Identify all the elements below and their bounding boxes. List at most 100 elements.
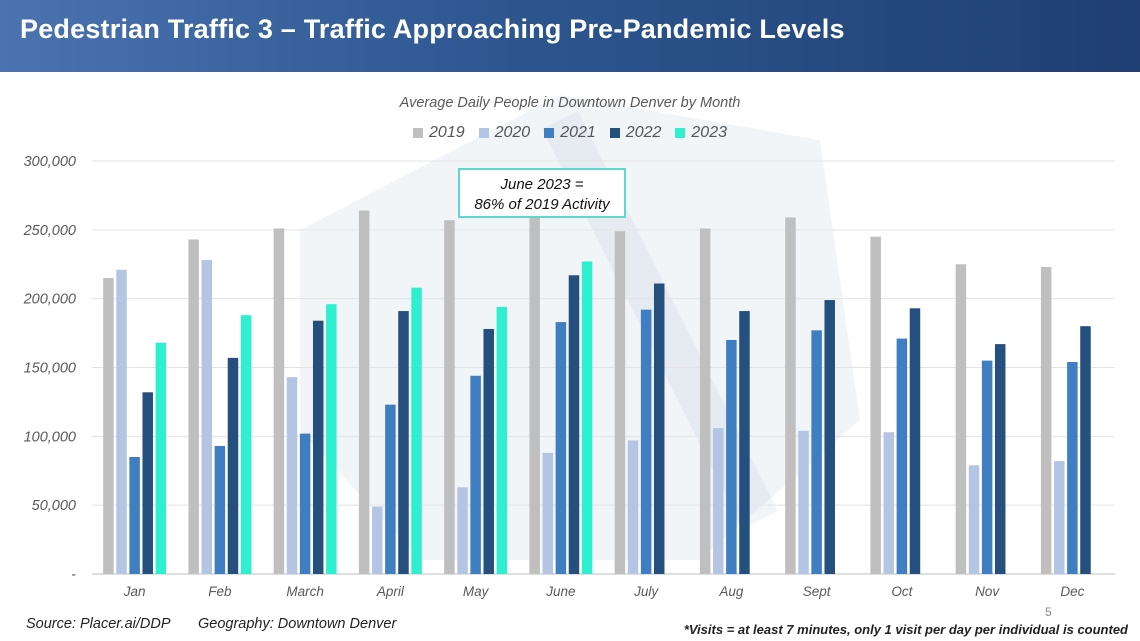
legend-swatch [478, 128, 489, 138]
legend-item-2022: 2022 [609, 124, 662, 142]
legend-label: 2022 [625, 124, 662, 141]
page-number: 5 [1045, 605, 1052, 619]
bar-2019-Nov [955, 264, 967, 574]
bar-2021-Sept [811, 330, 822, 574]
x-tick-label: Jan [123, 584, 146, 599]
x-tick-label: July [633, 584, 659, 599]
bar-2021-July [640, 309, 652, 574]
legend-label: 2021 [560, 124, 596, 141]
bar-2023-April [411, 287, 422, 574]
bar-2022-May [483, 328, 494, 574]
bar-2019-Feb [188, 239, 199, 574]
y-tick-label: 250,000 [23, 223, 76, 239]
bar-2021-Nov [981, 360, 993, 574]
chart-legend: 2019 2020 2021 2022 2023 [0, 124, 1140, 142]
callout-box: June 2023 = 86% of 2019 Activity [458, 168, 626, 218]
bar-2019-Oct [870, 236, 881, 574]
bar-2019-Jan [103, 278, 114, 574]
bar-2021-June [555, 322, 567, 574]
legend-swatch [544, 128, 555, 138]
y-tick-label: 100,000 [24, 429, 76, 445]
bar-2022-July [653, 283, 665, 574]
bar-2021-March [299, 433, 311, 574]
x-tick-label: April [376, 584, 405, 599]
bar-2020-June [542, 452, 554, 574]
bar-2019-June [529, 213, 540, 574]
bar-2021-Feb [214, 445, 226, 574]
bar-2019-Sept [785, 217, 796, 574]
legend-swatch [675, 128, 686, 138]
bar-2021-Aug [726, 339, 737, 574]
source-note: Source: Placer.ai/DDP [26, 616, 171, 632]
legend-item-2023: 2023 [675, 124, 727, 142]
bar-2020-Sept [798, 430, 809, 574]
bar-2019-May [444, 220, 455, 575]
bar-2020-May [457, 487, 468, 574]
header-bar: Pedestrian Traffic 3 – Traffic Approachi… [0, 0, 1140, 72]
x-tick-label: Dec [1060, 584, 1084, 599]
bar-2023-May [496, 306, 508, 574]
bar-2021-May [470, 375, 481, 574]
x-tick-label: Sept [803, 584, 832, 599]
bar-2020-Dec [1054, 461, 1065, 574]
bar-2019-Aug [699, 228, 711, 574]
bar-2020-Nov [968, 465, 980, 574]
bar-2022-March [312, 320, 324, 574]
legend-label: 2019 [429, 124, 465, 141]
geography-note: Geography: Downtown Denver [198, 616, 397, 632]
legend-label: 2020 [494, 124, 531, 141]
legend-item-2019: 2019 [413, 124, 465, 142]
page-title: Pedestrian Traffic 3 – Traffic Approachi… [20, 14, 845, 44]
x-tick-label: Aug [718, 584, 744, 599]
bar-2020-March [286, 377, 298, 574]
bar-2019-Dec [1040, 267, 1052, 574]
bar-2022-Dec [1080, 326, 1091, 574]
y-tick-label: 150,000 [24, 361, 76, 377]
bar-2020-Aug [713, 428, 724, 574]
bar-2023-Jan [155, 342, 167, 574]
y-tick-label: 300,000 [24, 154, 76, 170]
callout-line-2: 86% of 2019 Activity [474, 196, 610, 213]
bar-2023-Feb [240, 315, 252, 574]
x-tick-label: May [463, 584, 490, 599]
bar-2022-Feb [227, 357, 239, 574]
bar-2020-Oct [883, 432, 895, 574]
bar-2022-Aug [739, 311, 750, 574]
bar-2020-April [372, 506, 383, 574]
bar-2021-Dec [1067, 361, 1078, 574]
bar-2020-July [627, 440, 639, 574]
bar-2019-July [614, 231, 626, 574]
bar-2022-Jan [142, 392, 153, 574]
y-tick-label: 50,000 [32, 498, 76, 514]
bar-2019-March [273, 228, 285, 574]
legend-item-2020: 2020 [478, 124, 531, 142]
x-tick-label: June [545, 584, 575, 599]
bar-2022-Sept [824, 300, 835, 574]
bar-2022-Oct [909, 308, 921, 574]
legend-swatch [413, 128, 424, 138]
visits-footnote: *Visits = at least 7 minutes, only 1 vis… [683, 622, 1128, 637]
legend-label: 2023 [691, 124, 727, 141]
bar-2022-Nov [994, 344, 1006, 574]
bar-2022-June [568, 275, 580, 574]
chart-title: Average Daily People in Downtown Denver … [399, 95, 741, 111]
legend-item-2021: 2021 [544, 124, 596, 142]
bar-2022-April [398, 311, 409, 574]
bar-2019-April [358, 210, 370, 574]
x-tick-label: March [286, 584, 324, 599]
legend-swatch [609, 128, 620, 138]
y-tick-label: - [71, 567, 76, 583]
x-tick-label: Feb [208, 584, 232, 599]
x-tick-label: Oct [891, 584, 913, 599]
bar-2021-April [385, 404, 396, 574]
bar-2023-March [326, 304, 337, 574]
y-tick-label: 200,000 [23, 292, 76, 308]
bar-2021-Jan [129, 456, 140, 574]
bar-2023-June [581, 261, 593, 574]
bar-2020-Feb [201, 260, 213, 574]
bar-2020-Jan [116, 269, 127, 574]
callout-line-1: June 2023 = [500, 176, 584, 193]
bar-2021-Oct [896, 338, 908, 574]
x-tick-label: Nov [975, 584, 1000, 599]
